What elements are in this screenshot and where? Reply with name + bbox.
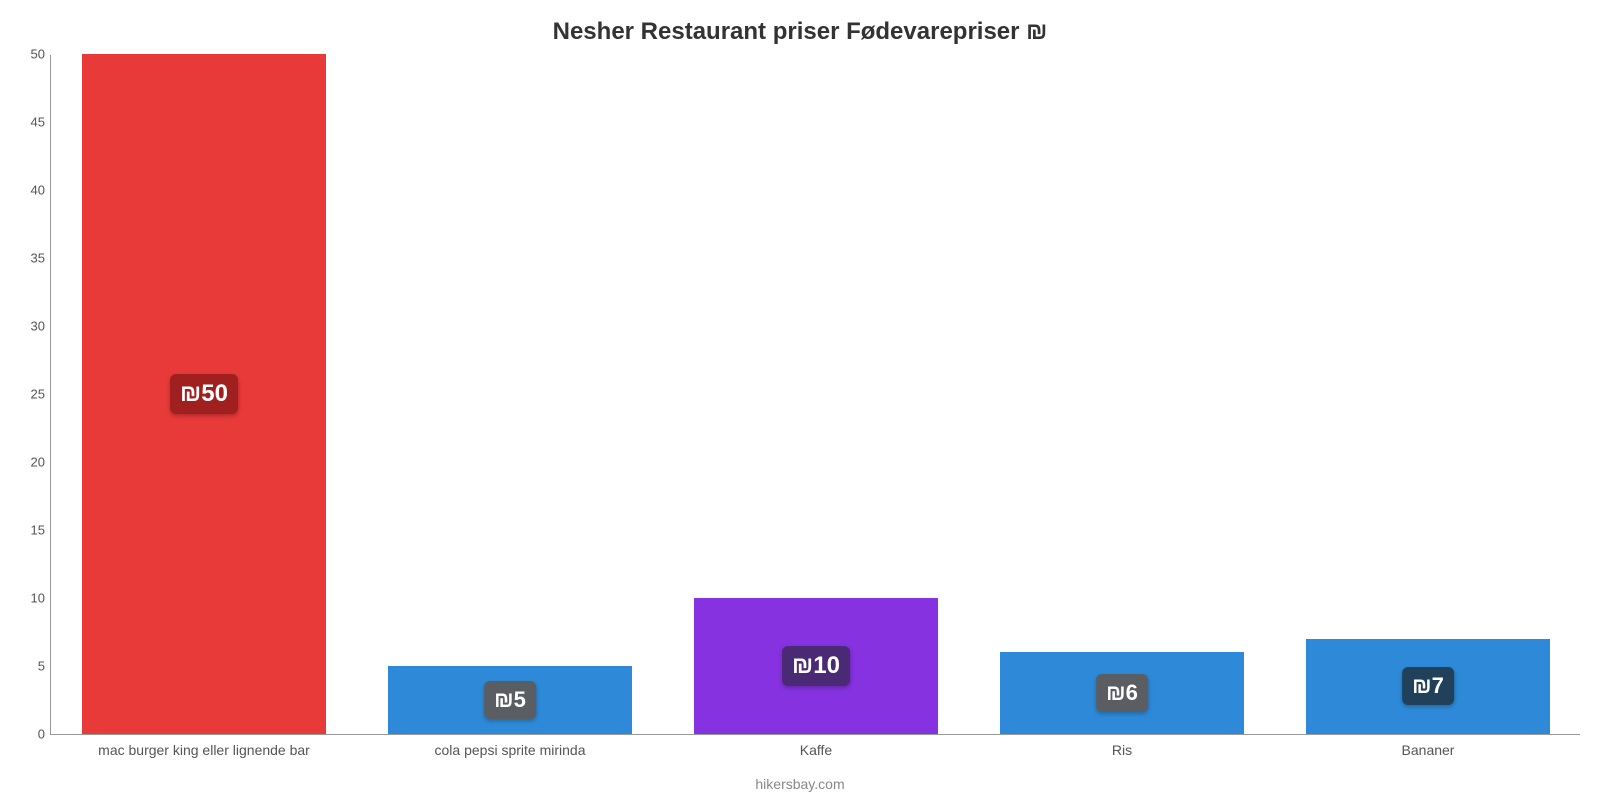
- chart-caption: hikersbay.com: [0, 776, 1600, 792]
- value-badge: ₪50: [170, 374, 238, 414]
- value-badge: ₪10: [782, 646, 850, 686]
- x-tick-label: cola pepsi sprite mirinda: [435, 742, 586, 758]
- y-tick-label: 20: [31, 455, 45, 470]
- x-tick-label: Kaffe: [800, 742, 832, 758]
- y-tick-label: 5: [38, 659, 45, 674]
- value-badge: ₪6: [1096, 674, 1148, 712]
- y-tick-label: 10: [31, 591, 45, 606]
- x-tick-label: Bananer: [1402, 742, 1455, 758]
- y-tick-label: 30: [31, 319, 45, 334]
- plot-area: 05101520253035404550₪50mac burger king e…: [50, 55, 1580, 735]
- value-badge: ₪7: [1402, 667, 1454, 705]
- y-tick-label: 15: [31, 523, 45, 538]
- chart-title: Nesher Restaurant priser Fødevarepriser …: [0, 18, 1600, 46]
- bar-slot: ₪10Kaffe: [663, 55, 969, 734]
- y-tick-label: 0: [38, 727, 45, 742]
- y-tick-label: 50: [31, 47, 45, 62]
- y-tick-label: 45: [31, 115, 45, 130]
- bar-slot: ₪7Bananer: [1275, 55, 1581, 734]
- y-tick-label: 35: [31, 251, 45, 266]
- bar-slot: ₪50mac burger king eller lignende bar: [51, 55, 357, 734]
- price-chart: Nesher Restaurant priser Fødevarepriser …: [0, 0, 1600, 800]
- bar-slot: ₪6Ris: [969, 55, 1275, 734]
- value-badge: ₪5: [484, 681, 536, 719]
- bar-slot: ₪5cola pepsi sprite mirinda: [357, 55, 663, 734]
- x-tick-label: Ris: [1112, 742, 1132, 758]
- x-tick-label: mac burger king eller lignende bar: [98, 742, 310, 758]
- y-tick-label: 25: [31, 387, 45, 402]
- y-tick-label: 40: [31, 183, 45, 198]
